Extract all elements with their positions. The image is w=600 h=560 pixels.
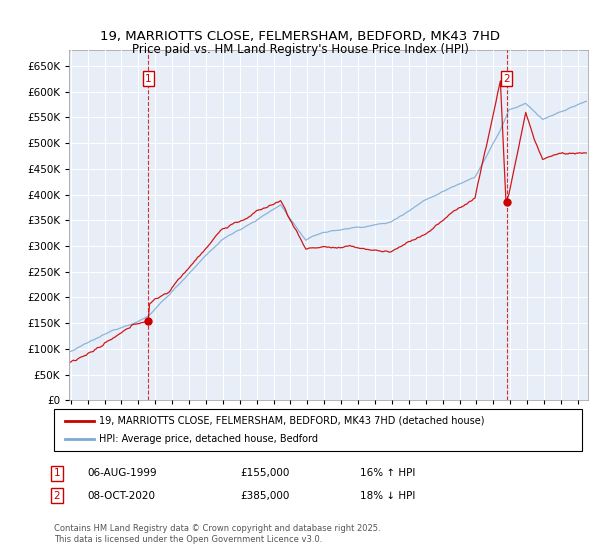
Text: £155,000: £155,000 (240, 468, 289, 478)
Text: Contains HM Land Registry data © Crown copyright and database right 2025.
This d: Contains HM Land Registry data © Crown c… (54, 524, 380, 544)
Text: 2: 2 (503, 74, 510, 83)
Text: HPI: Average price, detached house, Bedford: HPI: Average price, detached house, Bedf… (99, 434, 318, 444)
Text: 18% ↓ HPI: 18% ↓ HPI (360, 491, 415, 501)
Text: 19, MARRIOTTS CLOSE, FELMERSHAM, BEDFORD, MK43 7HD: 19, MARRIOTTS CLOSE, FELMERSHAM, BEDFORD… (100, 30, 500, 43)
Text: 1: 1 (53, 468, 61, 478)
Text: 08-OCT-2020: 08-OCT-2020 (87, 491, 155, 501)
Text: Price paid vs. HM Land Registry's House Price Index (HPI): Price paid vs. HM Land Registry's House … (131, 43, 469, 56)
Text: £385,000: £385,000 (240, 491, 289, 501)
Text: 1: 1 (145, 74, 152, 83)
Text: 16% ↑ HPI: 16% ↑ HPI (360, 468, 415, 478)
Text: 06-AUG-1999: 06-AUG-1999 (87, 468, 157, 478)
FancyBboxPatch shape (54, 409, 582, 451)
Text: 2: 2 (53, 491, 61, 501)
Text: 19, MARRIOTTS CLOSE, FELMERSHAM, BEDFORD, MK43 7HD (detached house): 19, MARRIOTTS CLOSE, FELMERSHAM, BEDFORD… (99, 416, 484, 426)
